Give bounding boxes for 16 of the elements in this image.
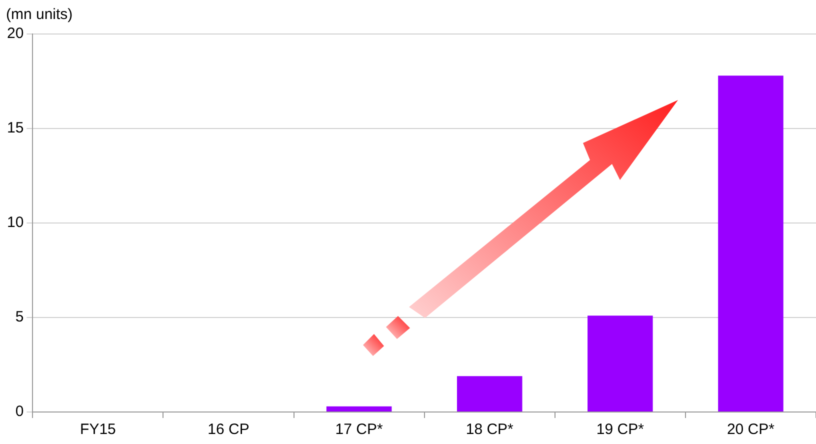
x-tick-label: 20 CP* bbox=[726, 421, 775, 438]
x-tick-label: 19 CP* bbox=[596, 421, 644, 438]
bar bbox=[718, 76, 784, 412]
bar bbox=[326, 406, 392, 412]
y-axis-title: (mn units) bbox=[6, 6, 73, 23]
x-tick-label: 16 CP bbox=[208, 421, 250, 438]
y-tick-label: 0 bbox=[15, 403, 24, 420]
y-tick-label: 15 bbox=[6, 120, 24, 137]
y-tick-label: 10 bbox=[6, 214, 24, 232]
bar bbox=[456, 376, 522, 412]
y-tick-label: 20 bbox=[6, 25, 24, 42]
x-tick-label: 17 CP* bbox=[335, 421, 383, 438]
bar bbox=[588, 316, 653, 412]
x-tick-label: 18 CP* bbox=[466, 421, 514, 438]
x-tick-label: FY15 bbox=[80, 421, 116, 438]
y-tick-label: 5 bbox=[15, 308, 24, 326]
